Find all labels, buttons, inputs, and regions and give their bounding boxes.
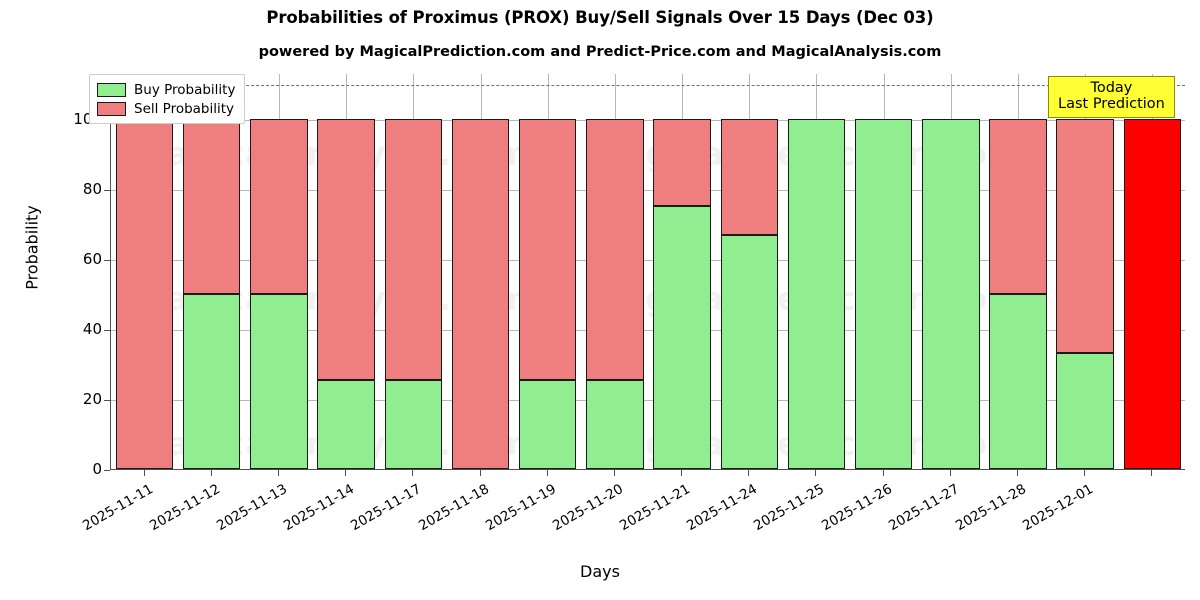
x-tick-mark: [546, 470, 548, 476]
legend-swatch-sell: [97, 101, 126, 116]
x-tick-mark: [143, 470, 145, 476]
plot-area: MagicalAnalysis.comMagicalPrediction.com…: [110, 74, 1185, 470]
bar-segment-buy[interactable]: [250, 293, 308, 469]
y-tick-label: 40: [82, 319, 102, 338]
x-axis-label: Days: [580, 562, 620, 581]
x-tick-mark: [815, 470, 817, 476]
bar-segment-sell[interactable]: [317, 118, 375, 380]
x-tick-mark: [277, 470, 279, 476]
today-annotation-line1: Today: [1090, 80, 1133, 96]
bar-segment-sell[interactable]: [1056, 118, 1114, 354]
bar-segment-buy[interactable]: [720, 235, 778, 469]
x-tick-mark: [949, 470, 951, 476]
bar-group[interactable]: [250, 74, 308, 469]
bar-series-layer: [111, 74, 1185, 469]
gridline-horizontal: [111, 189, 1185, 191]
bar-segment-buy[interactable]: [854, 118, 913, 469]
legend-label-sell: Sell Probability: [134, 100, 235, 117]
bar-group[interactable]: [384, 74, 443, 469]
gridline-horizontal: [111, 399, 1185, 401]
y-tick-mark: [104, 399, 110, 401]
x-tick-mark: [882, 470, 884, 476]
bar-segment-sell[interactable]: [451, 118, 510, 469]
bar-segment-buy[interactable]: [317, 379, 375, 469]
bar-segment-buy[interactable]: [586, 379, 644, 469]
legend-item-buy: Buy Probability: [97, 80, 235, 99]
bar-segment-sell[interactable]: [115, 118, 174, 469]
bar-segment-buy[interactable]: [183, 293, 241, 469]
bar-segment-buy[interactable]: [922, 118, 980, 469]
bar-segment-today[interactable]: [1123, 118, 1182, 469]
y-tick-label: 80: [82, 179, 102, 198]
x-tick-mark: [1017, 470, 1019, 476]
threshold-dashed-line: [111, 84, 1185, 86]
x-tick-mark: [412, 470, 414, 476]
bar-segment-sell[interactable]: [989, 118, 1047, 294]
bar-group[interactable]: [922, 74, 980, 469]
bar-group[interactable]: [653, 74, 711, 469]
chart-subtitle: powered by MagicalPrediction.com and Pre…: [258, 44, 942, 60]
bar-group[interactable]: [1123, 74, 1182, 469]
chart-legend: Buy Probability Sell Probability: [89, 74, 246, 124]
y-tick-label: 20: [82, 389, 102, 408]
bar-segment-buy[interactable]: [518, 379, 577, 469]
bar-group[interactable]: [115, 74, 174, 469]
y-tick-mark: [104, 189, 110, 191]
bar-segment-buy[interactable]: [653, 206, 711, 469]
bar-group[interactable]: [317, 74, 375, 469]
y-tick-label: 0: [92, 460, 102, 478]
bar-group[interactable]: [1056, 74, 1114, 469]
bar-segment-buy[interactable]: [1056, 353, 1114, 469]
legend-item-sell: Sell Probability: [97, 99, 235, 118]
bar-group[interactable]: [854, 74, 913, 469]
gridline-horizontal: [111, 119, 1185, 121]
chart-title: Probabilities of Proximus (PROX) Buy/Sel…: [266, 8, 934, 27]
x-tick-mark: [681, 470, 683, 476]
y-tick-mark: [104, 259, 110, 261]
bar-group[interactable]: [989, 74, 1047, 469]
bar-segment-sell[interactable]: [250, 118, 308, 294]
bar-segment-sell[interactable]: [518, 118, 577, 380]
x-tick-mark: [1084, 470, 1086, 476]
y-axis-label: Probability: [22, 205, 42, 290]
bar-group[interactable]: [720, 74, 778, 469]
bar-group[interactable]: [787, 74, 846, 469]
bar-group[interactable]: [586, 74, 644, 469]
bar-segment-buy[interactable]: [989, 293, 1047, 469]
legend-swatch-buy: [97, 82, 126, 97]
bar-segment-sell[interactable]: [720, 118, 778, 236]
bar-segment-sell[interactable]: [586, 118, 644, 380]
x-tick-mark: [613, 470, 615, 476]
bar-group[interactable]: [183, 74, 241, 469]
bar-segment-sell[interactable]: [183, 118, 241, 294]
today-annotation-line2: Last Prediction: [1058, 96, 1165, 113]
bar-group[interactable]: [518, 74, 577, 469]
bar-group[interactable]: [451, 74, 510, 469]
x-tick-mark: [345, 470, 347, 476]
gridline-horizontal: [111, 259, 1185, 261]
today-annotation: Today Last Prediction: [1048, 76, 1175, 119]
bar-segment-sell[interactable]: [653, 118, 711, 207]
x-tick-mark: [748, 470, 750, 476]
y-tick-label: 60: [82, 249, 102, 268]
gridline-horizontal: [111, 329, 1185, 331]
x-tick-mark: [210, 470, 212, 476]
x-tick-mark: [479, 470, 481, 476]
y-tick-mark: [104, 470, 110, 471]
bar-segment-sell[interactable]: [384, 118, 443, 380]
y-tick-mark: [104, 329, 110, 331]
bar-segment-buy[interactable]: [384, 379, 443, 469]
x-tick-mark: [1151, 470, 1153, 476]
bar-segment-buy[interactable]: [787, 118, 846, 469]
legend-label-buy: Buy Probability: [134, 81, 236, 98]
